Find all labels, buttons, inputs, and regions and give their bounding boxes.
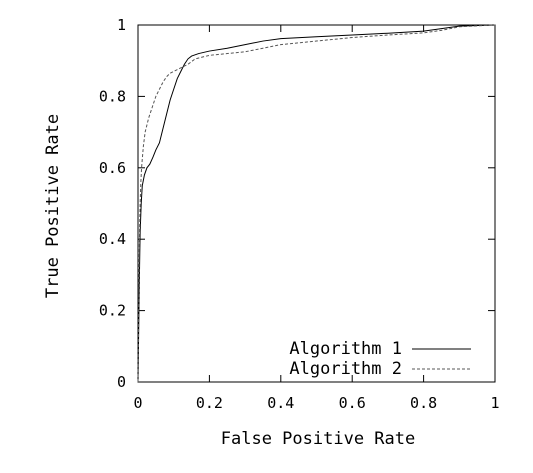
x-tick-label: 0 (133, 394, 142, 412)
x-tick-label: 0.8 (410, 394, 437, 412)
y-tick-label: 0 (117, 373, 126, 391)
legend-label-algorithm-2: Algorithm 2 (289, 359, 402, 379)
series-line-algorithm-1 (137, 24, 496, 383)
x-tick-label: 0.4 (267, 394, 294, 412)
plot-frame (137, 24, 496, 383)
plot-layer: 0 0.2 0.4 0.6 0.8 1 0 0.2 0.4 0.6 0.8 1 (99, 16, 500, 412)
y-tick-label: 1 (117, 16, 126, 34)
legend-label-algorithm-1: Algorithm 1 (289, 339, 402, 359)
x-tick-label: 0.2 (196, 394, 223, 412)
y-axis-label: True Positive Rate (43, 114, 63, 298)
series-line-algorithm-2 (137, 24, 496, 383)
legend: Algorithm 1 Algorithm 2 (289, 339, 471, 379)
y-tick-label: 0.8 (99, 87, 126, 105)
x-axis-label: False Positive Rate (221, 429, 415, 449)
x-tick-label: 1 (490, 394, 499, 412)
y-tick-label: 0.6 (99, 159, 126, 177)
x-tick-label: 0.6 (339, 394, 366, 412)
y-tick-label: 0.4 (99, 230, 126, 248)
y-tick-label: 0.2 (99, 302, 126, 320)
